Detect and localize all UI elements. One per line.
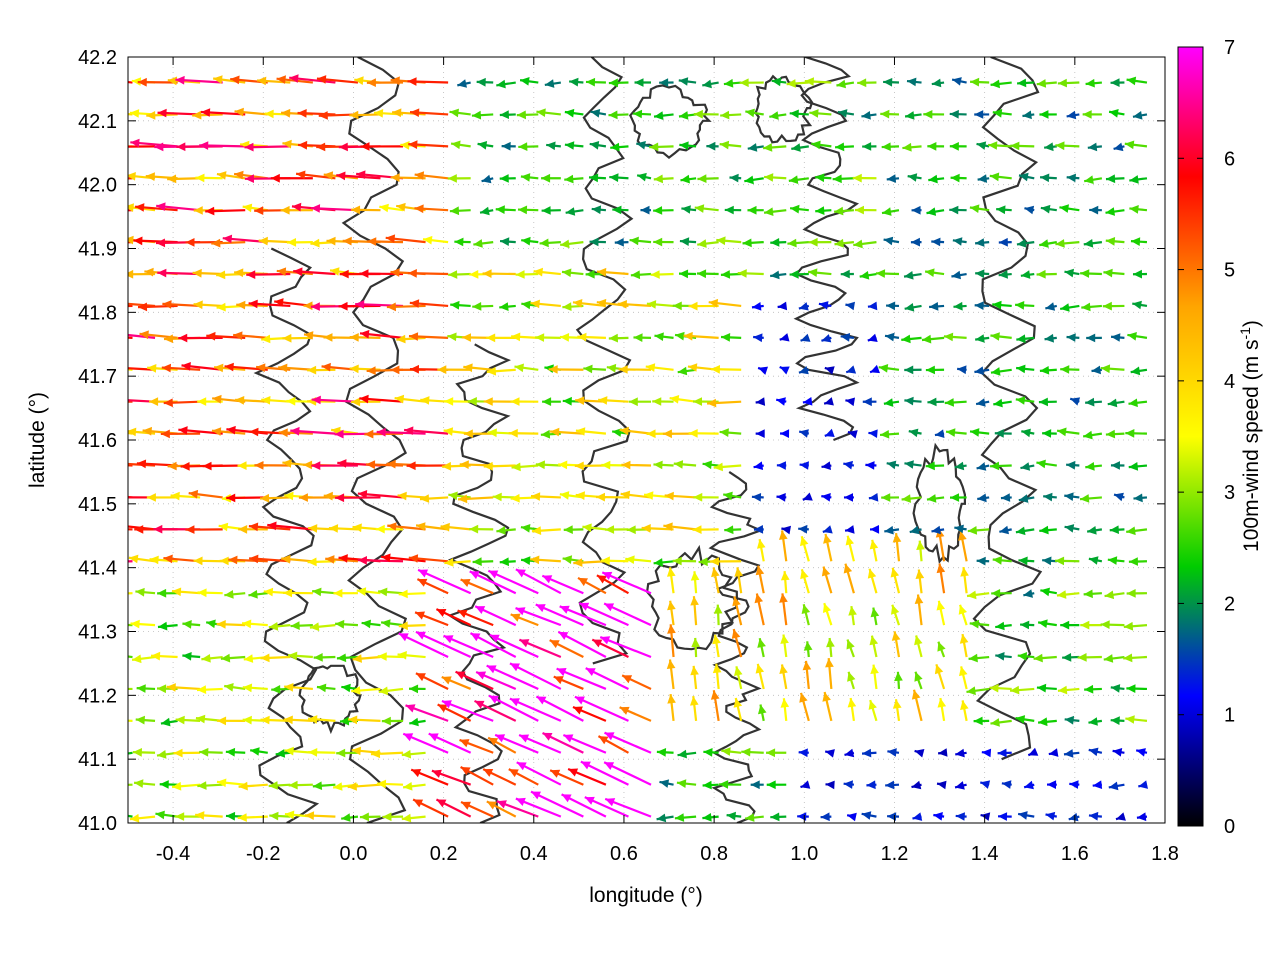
x-axis-label: longitude (°) <box>589 884 702 907</box>
x-tick-label: 0.8 <box>700 843 728 865</box>
x-tick-label: 0.6 <box>610 843 638 865</box>
x-tick-label: 0.4 <box>520 843 548 865</box>
y-tick-label: 41.5 <box>78 494 117 516</box>
wind-arrow <box>90 332 132 341</box>
x-tick-label: 1.4 <box>971 843 999 865</box>
colorbar <box>1178 47 1203 826</box>
y-tick-label: 41.7 <box>78 366 117 388</box>
y-tick-label: 41.4 <box>78 558 117 580</box>
x-tick-label: 1.0 <box>790 843 818 865</box>
y-tick-label: 41.3 <box>78 622 117 644</box>
colorbar-tick-label: 6 <box>1224 148 1235 170</box>
colorbar-label-main: 100m-wind speed (m s <box>1240 340 1263 552</box>
colorbar-tick-label: 0 <box>1224 816 1235 838</box>
x-tick-label: 0.0 <box>340 843 368 865</box>
colorbar-tick-label: 4 <box>1224 371 1235 393</box>
colorbar-tick-label: 5 <box>1224 260 1235 282</box>
y-tick-label: 42.2 <box>78 47 117 69</box>
y-tick-label: 41.0 <box>78 813 117 835</box>
y-axis-label: latitude (°) <box>26 392 49 488</box>
x-tick-label: -0.4 <box>156 843 190 865</box>
wind-arrow <box>87 206 132 215</box>
colorbar-tick-label: 3 <box>1224 482 1235 504</box>
x-tick-label: 1.8 <box>1151 843 1179 865</box>
y-tick-label: 41.6 <box>78 430 117 452</box>
y-tick-label: 41.9 <box>78 239 117 261</box>
colorbar-tick-label: 2 <box>1224 593 1235 615</box>
wind-arrow <box>91 397 132 406</box>
wind-arrow <box>90 459 132 468</box>
colorbar-label-sup: -1 <box>1237 327 1253 340</box>
y-tick-label: 41.8 <box>78 302 117 324</box>
colorbar-label-end: ) <box>1240 320 1263 327</box>
x-tick-label: 0.2 <box>430 843 458 865</box>
y-tick-label: 41.2 <box>78 685 117 707</box>
x-tick-label: 1.2 <box>881 843 909 865</box>
y-tick-label: 41.1 <box>78 749 117 771</box>
wind-arrow <box>90 75 132 84</box>
x-tick-label: -0.2 <box>246 843 280 865</box>
y-tick-label: 42.0 <box>78 175 117 197</box>
wind-arrow <box>94 525 133 534</box>
y-tick-label: 42.1 <box>78 111 117 133</box>
colorbar-tick-label: 1 <box>1224 705 1235 727</box>
wind-arrow <box>90 267 133 276</box>
colorbar-tick-label: 7 <box>1224 37 1235 59</box>
x-tick-label: 1.6 <box>1061 843 1089 865</box>
colorbar-label: 100m-wind speed (m s-1) <box>1237 320 1263 552</box>
